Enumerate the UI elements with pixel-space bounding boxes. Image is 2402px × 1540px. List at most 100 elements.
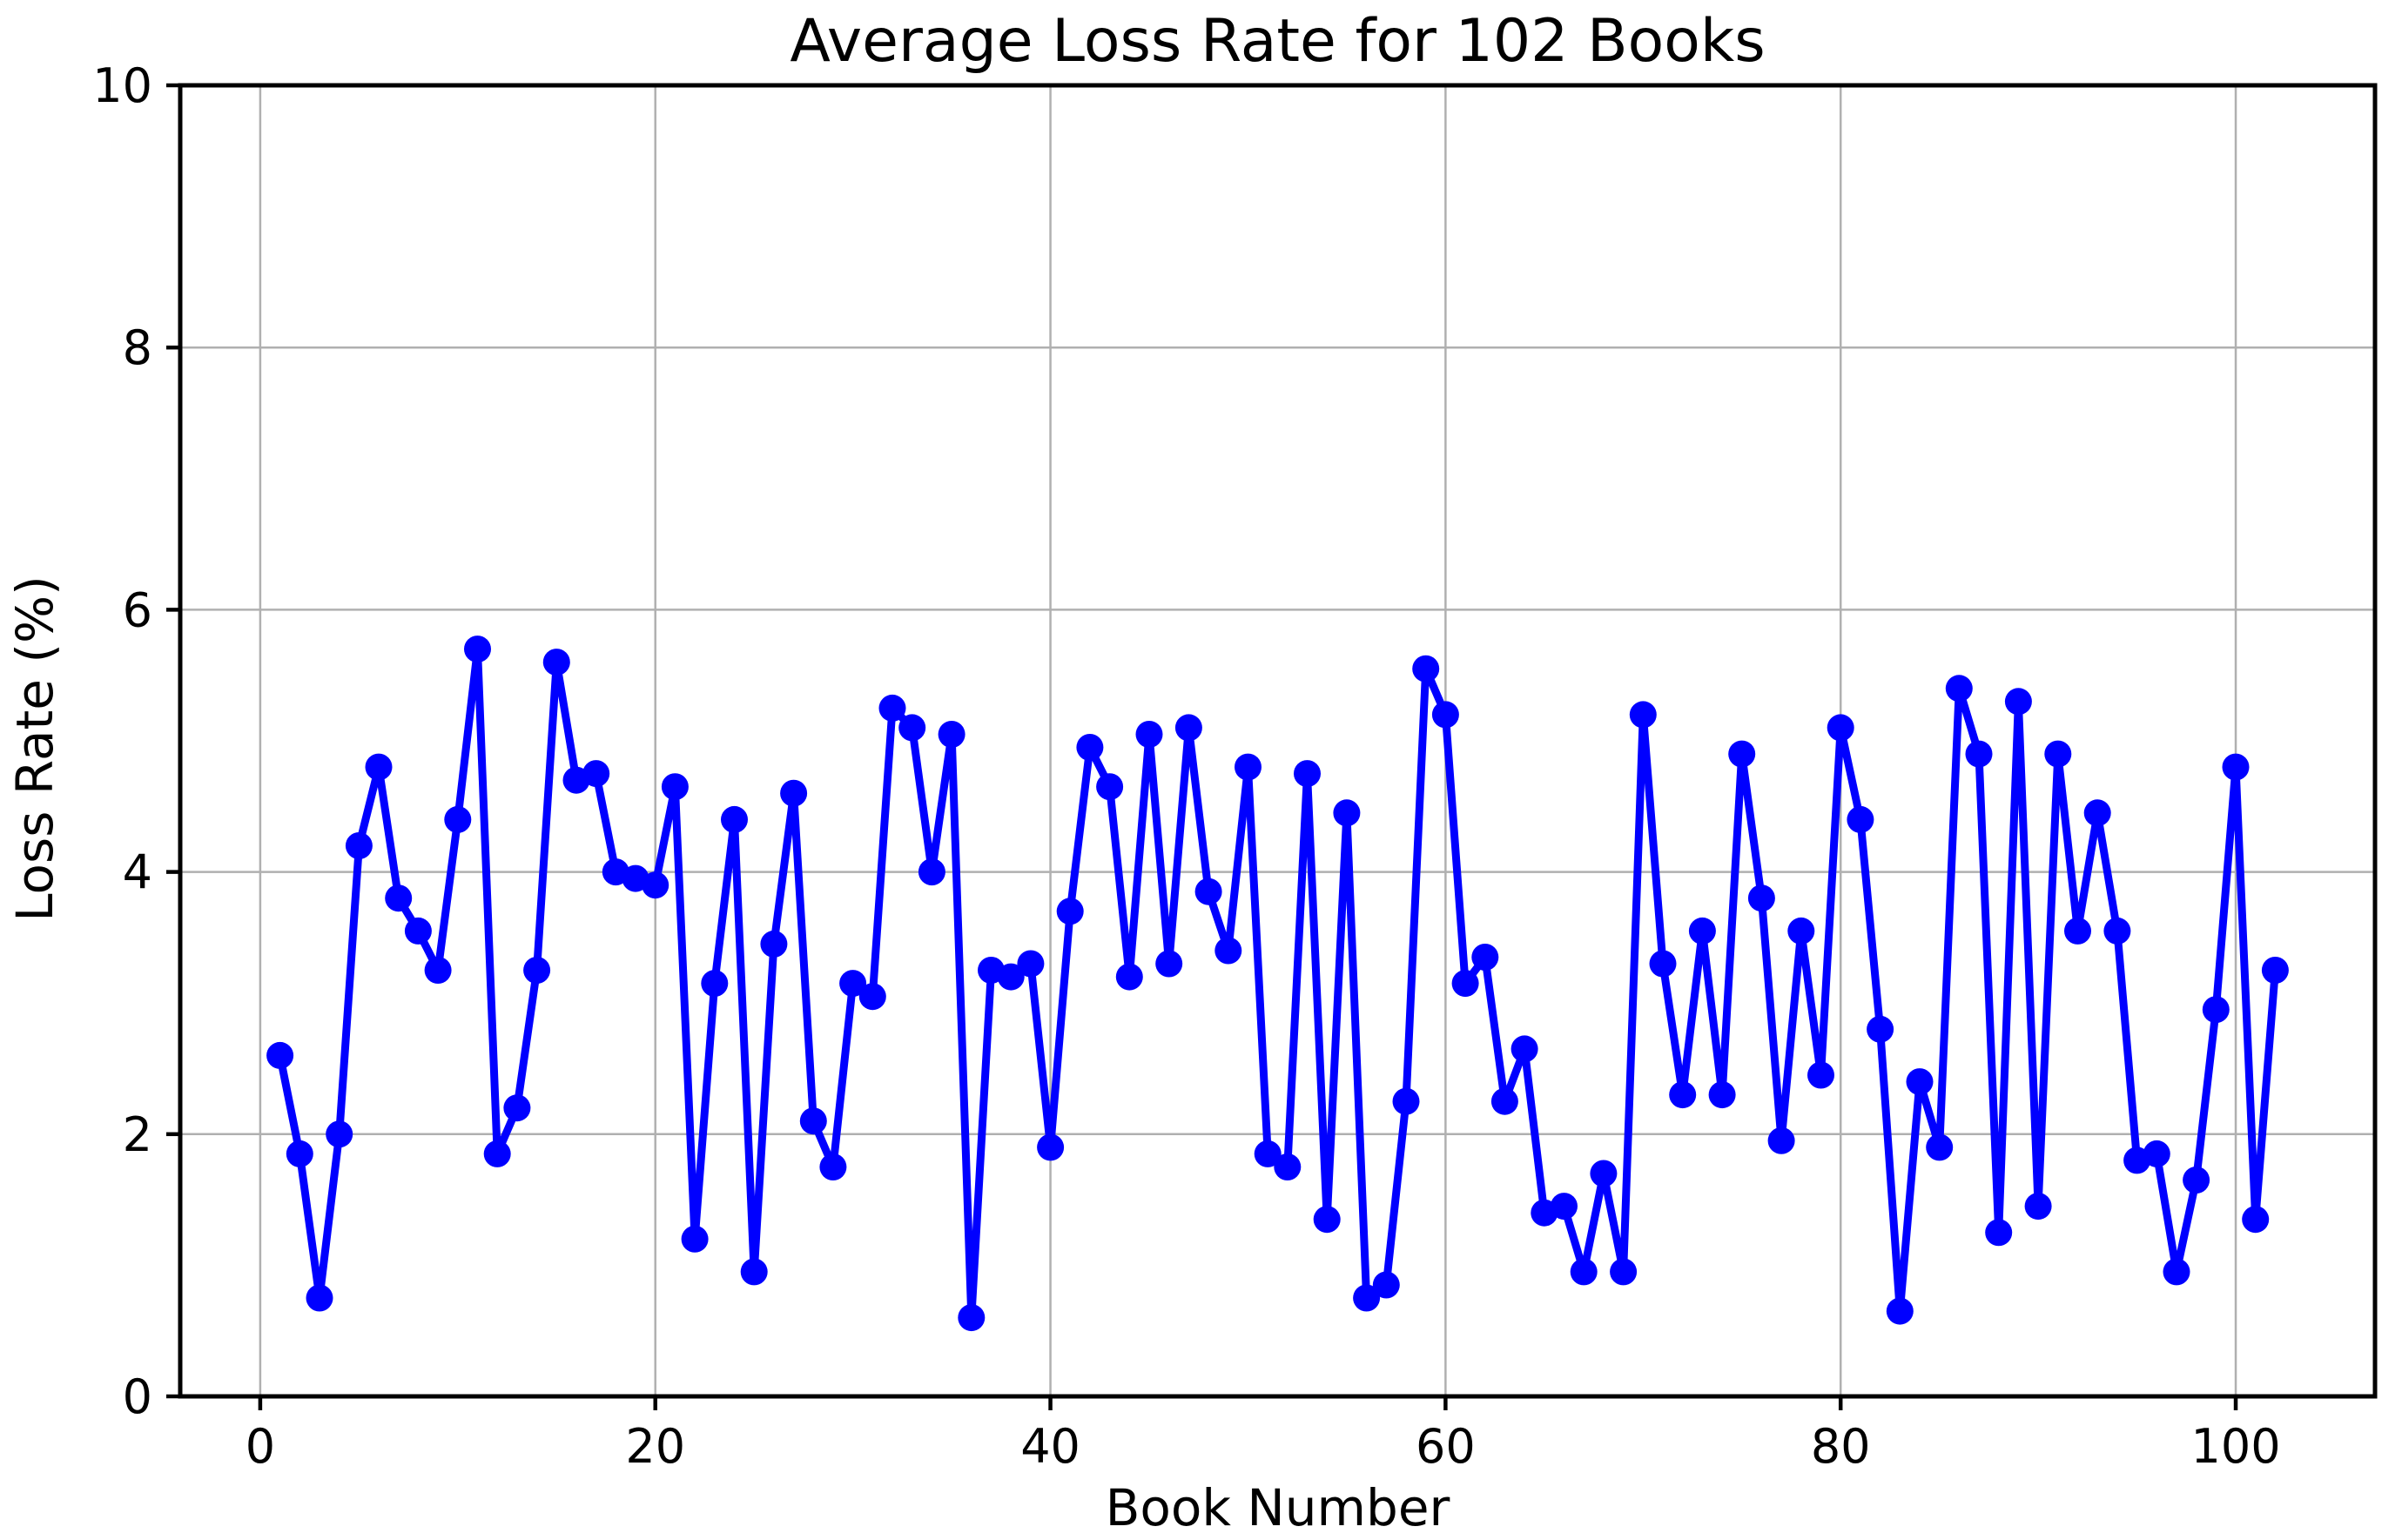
data-point (1214, 937, 1242, 965)
data-point (1490, 1087, 1518, 1115)
data-point (1747, 884, 1775, 912)
data-point (1037, 1133, 1065, 1161)
data-point (858, 983, 886, 1011)
data-point (2024, 1193, 2052, 1221)
x-tick-label: 0 (246, 1419, 275, 1474)
data-point (1194, 878, 1222, 905)
data-point (1985, 1219, 2013, 1247)
data-point (365, 753, 393, 781)
data-point (266, 1041, 294, 1069)
data-point (681, 1225, 709, 1253)
data-point (997, 963, 1025, 991)
data-point (2222, 753, 2250, 781)
data-point (1115, 963, 1143, 991)
data-point (1056, 898, 1084, 925)
data-point (542, 649, 570, 676)
data-point (503, 1094, 531, 1122)
data-point (1294, 760, 1321, 788)
data-point (898, 714, 926, 742)
chart-title: Average Loss Rate for 102 Books (790, 7, 1766, 76)
data-point (582, 760, 610, 788)
data-point (1511, 1035, 1538, 1063)
y-axis-label: Loss Rate (%) (5, 575, 64, 922)
data-point (1235, 753, 1262, 781)
data-point (1412, 655, 1440, 683)
x-tick-label: 20 (625, 1419, 685, 1474)
data-point (2163, 1258, 2190, 1286)
data-point (326, 1120, 353, 1148)
data-point (799, 1107, 827, 1135)
data-point (1610, 1258, 1638, 1286)
data-point (2004, 688, 2032, 716)
y-tick-label: 2 (123, 1107, 152, 1162)
data-point (2103, 917, 2131, 945)
data-point (1926, 1133, 1954, 1161)
data-point (1353, 1284, 1381, 1312)
data-point (1471, 944, 1499, 971)
data-point (918, 858, 945, 886)
data-point (1254, 1140, 1282, 1167)
data-point (1135, 721, 1163, 748)
data-point (721, 805, 748, 833)
data-point (404, 917, 432, 945)
data-point (1965, 740, 1993, 768)
data-point (1570, 1258, 1598, 1286)
data-point (1629, 701, 1657, 729)
data-point (701, 970, 729, 998)
data-point (1688, 917, 1716, 945)
data-point (1669, 1081, 1697, 1109)
data-point (1590, 1160, 1618, 1187)
data-point (1827, 714, 1854, 742)
data-point (2242, 1206, 2270, 1234)
y-tick-label: 4 (123, 845, 152, 900)
y-tick-label: 10 (92, 58, 152, 113)
data-point (1313, 1206, 1341, 1234)
data-point (1728, 740, 1756, 768)
data-point (2202, 996, 2230, 1024)
data-point (740, 1258, 768, 1286)
data-point (1096, 773, 1124, 801)
data-point (1847, 805, 1874, 833)
data-point (839, 970, 867, 998)
data-point (958, 1304, 986, 1332)
data-point (345, 832, 373, 859)
data-point (1017, 950, 1045, 978)
data-point (1945, 675, 1973, 703)
x-tick-label: 80 (1811, 1419, 1871, 1474)
x-tick-label: 60 (1416, 1419, 1476, 1474)
data-point (661, 773, 689, 801)
data-point (306, 1284, 333, 1312)
data-point (2183, 1167, 2210, 1194)
data-point (1807, 1061, 1834, 1089)
x-tick-label: 100 (2190, 1419, 2280, 1474)
y-tick-label: 6 (123, 582, 152, 637)
data-point (1155, 950, 1183, 978)
data-point (385, 884, 413, 912)
data-point (464, 636, 491, 663)
data-point (2044, 740, 2072, 768)
data-point (483, 1140, 511, 1167)
data-point (1451, 970, 1479, 998)
data-point (1867, 1015, 1894, 1043)
data-point (642, 871, 669, 899)
data-point (1767, 1126, 1795, 1154)
data-point (780, 779, 808, 807)
data-point (1886, 1297, 1914, 1325)
data-point (1174, 714, 1202, 742)
y-tick-label: 8 (123, 320, 152, 375)
data-point (938, 721, 966, 748)
data-point (444, 805, 472, 833)
plot-border (178, 83, 2378, 1399)
data-point (286, 1140, 313, 1167)
data-point (1372, 1271, 1400, 1299)
data-point (1708, 1081, 1736, 1109)
data-point (2143, 1140, 2170, 1167)
x-axis-label: Book Number (1105, 1478, 1450, 1537)
data-point (1274, 1153, 1302, 1180)
data-point (1076, 734, 1104, 761)
data-point (1906, 1068, 1934, 1096)
data-point (878, 694, 906, 722)
data-point (819, 1153, 847, 1180)
data-point (1551, 1193, 1578, 1221)
